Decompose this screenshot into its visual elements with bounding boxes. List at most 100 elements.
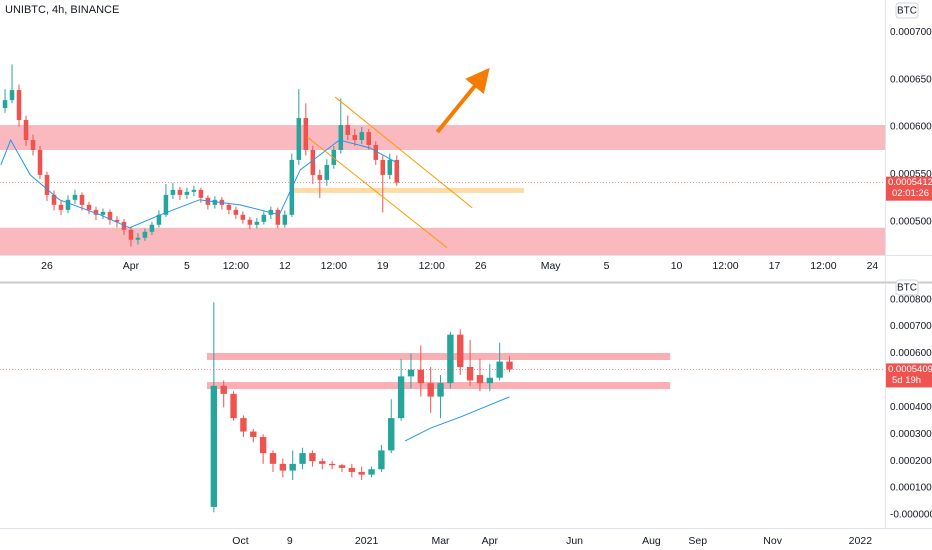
candle-body <box>79 194 85 205</box>
candle-body <box>378 450 385 470</box>
candle-body <box>191 189 197 192</box>
last-price-tag <box>886 363 932 388</box>
candle-body <box>149 224 155 232</box>
candle-body <box>486 377 494 384</box>
candle-body <box>437 383 444 397</box>
candle-body <box>156 214 162 225</box>
unit-button[interactable] <box>895 2 919 19</box>
trend-arrow <box>435 67 490 134</box>
trend-line <box>334 96 473 209</box>
candle-body <box>317 174 323 180</box>
candle-body <box>240 418 247 432</box>
x-tick-label: 26 <box>41 260 53 272</box>
x-tick-label: May <box>541 260 562 272</box>
candle-body <box>319 461 326 464</box>
zone <box>290 187 525 193</box>
x-tick-label: Jun <box>566 535 583 547</box>
candle-body <box>338 125 344 150</box>
unit-button[interactable] <box>895 279 919 296</box>
candle-body <box>338 465 346 468</box>
candle-body <box>163 194 169 215</box>
candle-body <box>380 159 386 175</box>
candle-body <box>348 467 356 472</box>
x-tick-label: 10 <box>671 260 683 272</box>
candle-body <box>269 453 277 464</box>
x-tick-label: Aug <box>642 535 661 547</box>
x-tick-label: 2022 <box>849 535 873 547</box>
candle-body <box>37 149 43 175</box>
candle-body <box>359 132 365 141</box>
candle-body <box>220 385 227 394</box>
candle-body <box>86 204 92 210</box>
candle-body <box>233 209 239 215</box>
candle-body <box>107 211 113 220</box>
y-tick-label: 0.00070000 <box>890 321 932 332</box>
candle-body <box>261 214 267 222</box>
candle-body <box>309 453 316 462</box>
x-tick-label: Mar <box>431 535 450 547</box>
countdown-label: 5d 19h <box>892 375 921 386</box>
y-tick-label: 0.00050000 <box>890 216 932 227</box>
x-tick-label: 12:00 <box>712 260 738 272</box>
candle-body <box>275 209 281 225</box>
candle-body <box>230 393 237 419</box>
candle-body <box>407 369 415 377</box>
candle-body <box>240 214 246 220</box>
x-tick-label: 26 <box>475 260 487 272</box>
x-tick-label: 19 <box>377 260 389 272</box>
candle-body <box>212 199 218 205</box>
y-tick-label: 0.00030000 <box>890 429 932 440</box>
moving-average <box>0 138 396 229</box>
candle-body <box>177 189 183 195</box>
x-tick-label: 5 <box>604 260 610 272</box>
candle-body <box>328 463 336 466</box>
candle-body <box>457 334 464 367</box>
zone <box>206 352 671 360</box>
candle-body <box>2 100 8 109</box>
candle-body <box>289 463 296 471</box>
y-tick-label: 0.00060000 <box>890 122 932 133</box>
candle-body <box>93 209 99 215</box>
candle-body <box>198 189 204 198</box>
x-tick-label: Oct <box>232 535 248 547</box>
x-tick-label: 12:00 <box>419 260 445 272</box>
x-tick-label: 2021 <box>355 535 379 547</box>
candle-body <box>373 144 379 160</box>
x-tick-label: Apr <box>482 535 499 547</box>
candle-body <box>135 237 141 240</box>
x-tick-label: 9 <box>287 535 293 547</box>
last-price-tag <box>886 176 932 201</box>
y-tick-label: 0.00055000 <box>890 169 932 180</box>
candle-body <box>417 369 425 384</box>
candle-body <box>466 366 474 381</box>
x-tick-label: Sep <box>688 535 707 547</box>
candle-body <box>427 383 434 397</box>
unit-label[interactable]: BTC <box>897 283 917 294</box>
zone <box>0 125 885 150</box>
candle-body <box>16 90 22 121</box>
candle-body <box>250 431 257 437</box>
x-tick-label: Apr <box>123 260 140 272</box>
candle-body <box>387 159 393 175</box>
candle-body <box>303 118 309 150</box>
candle-body <box>247 219 253 225</box>
unit-label[interactable]: BTC <box>897 6 917 17</box>
x-tick-label: 12:00 <box>223 260 249 272</box>
moving-average <box>404 396 510 442</box>
candle-body <box>352 134 358 141</box>
y-tick-label: 0.00020000 <box>890 456 932 467</box>
candle-body <box>114 219 120 222</box>
candle-body <box>447 334 454 384</box>
x-tick-label: 12:00 <box>810 260 836 272</box>
candle-body <box>128 229 134 240</box>
last-price-label: 0.00054129 <box>888 177 932 188</box>
candle-body <box>23 120 29 141</box>
zone <box>0 227 885 255</box>
y-tick-label: 0.00080000 <box>890 294 932 305</box>
candle-body <box>496 361 503 378</box>
candle-body <box>366 132 372 145</box>
y-tick-label: -0.00000000 <box>890 510 932 521</box>
y-tick-label: 0.00010000 <box>890 483 932 494</box>
